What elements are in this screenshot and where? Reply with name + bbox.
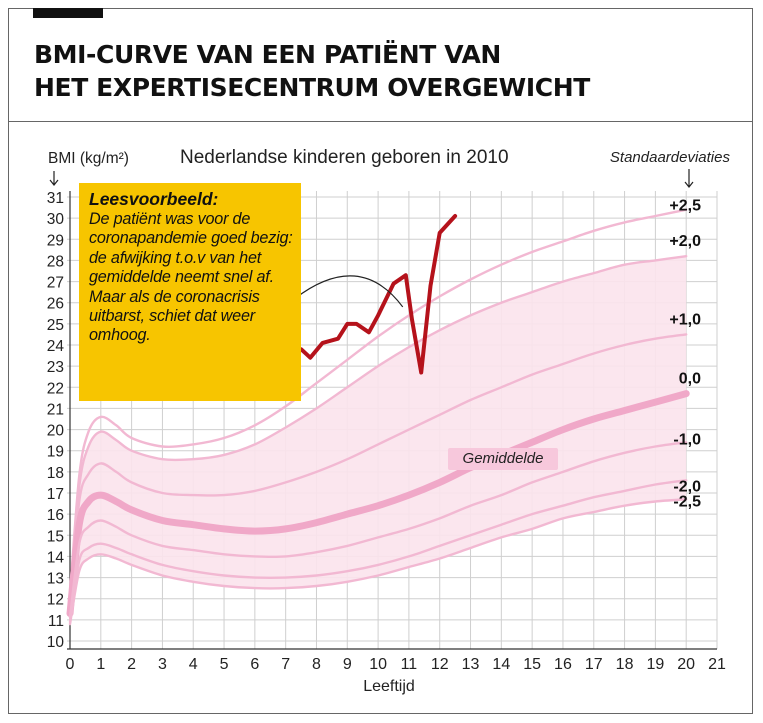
reference-curves: +2,5 +2,0 +1,0 0,0 -1,0 -2,0-2,5	[66, 198, 701, 626]
y-tick-label: 30	[47, 211, 65, 228]
y-tick-label: 11	[48, 613, 64, 630]
y-tick-label: 13	[47, 571, 64, 588]
y-tick-label: 18	[47, 465, 64, 482]
x-tick-label: 18	[616, 656, 634, 673]
y-tick-label: 27	[47, 275, 64, 292]
y-axis-label: BMI (kg/m²)	[48, 150, 129, 167]
sd-curve	[68, 333, 688, 609]
sd-label: -2,5	[673, 493, 701, 510]
title-line-2: HET EXPERTISECENTRUM OVERGEWICHT	[34, 73, 590, 102]
y-tick-label: 28	[47, 253, 64, 270]
x-tick-label: 0	[66, 656, 75, 673]
sd-curve	[68, 208, 688, 596]
y-tick-label: 17	[47, 486, 64, 503]
sd-curve	[68, 255, 688, 600]
title-line-1: BMI-CURVE VAN EEN PATIËNT VAN	[34, 40, 501, 69]
y-tick-label: 20	[47, 423, 65, 440]
x-tick-label: 2	[127, 656, 136, 673]
y-tick-label: 24	[47, 338, 65, 355]
chart-text: Nederlandse kinderen geboren in 2010 BMI…	[48, 147, 730, 695]
y-tick-label: 31	[47, 190, 64, 207]
page-title: BMI-CURVE VAN EEN PATIËNT VAN HET EXPERT…	[34, 38, 734, 104]
x-tick-label: 15	[523, 656, 541, 673]
x-tick-label: 10	[369, 656, 387, 673]
x-tick-label: 13	[462, 656, 480, 673]
x-tick-label: 19	[646, 656, 664, 673]
top-accent-bar	[33, 8, 103, 18]
x-tick-label: 6	[250, 656, 259, 673]
x-tick-label: 8	[312, 656, 321, 673]
sd-curve	[68, 479, 688, 624]
x-tick-label: 3	[158, 656, 167, 673]
x-tick-label: 12	[431, 656, 449, 673]
sd-label: +2,0	[669, 233, 701, 250]
y-axis-arrow	[49, 171, 59, 186]
x-tick-label: 4	[189, 656, 198, 673]
x-tick-label: 11	[401, 656, 418, 673]
y-tick-label: 14	[47, 549, 65, 566]
chart-subtitle: Nederlandse kinderen geboren in 2010	[180, 147, 509, 168]
sd-label: -2,0	[673, 478, 701, 495]
mean-label-background	[448, 448, 558, 470]
y-tick-label: 15	[47, 528, 64, 545]
mean-label: Gemiddelde	[463, 450, 544, 467]
reading-example-callout: Leesvoorbeeld: De patiënt was voor de co…	[79, 183, 301, 401]
sd-axis-label: Standaardeviaties	[610, 149, 731, 166]
y-tick-label: 29	[47, 232, 64, 249]
y-tick-label: 26	[47, 296, 64, 313]
sd-label: +2,5	[669, 198, 701, 215]
x-tick-label: 5	[220, 656, 229, 673]
x-tick-label: 21	[708, 656, 726, 673]
x-tick-label: 16	[554, 656, 572, 673]
x-tick-label: 7	[281, 656, 290, 673]
y-tick-label: 10	[47, 634, 65, 651]
chart-frame	[8, 8, 753, 714]
y-tick-label: 19	[47, 444, 64, 461]
y-tick-label: 23	[47, 359, 64, 376]
callout-heading: Leesvoorbeeld:	[89, 189, 219, 209]
y-tick-label: 22	[47, 380, 64, 397]
sd-curve	[68, 441, 688, 619]
y-tick-label: 21	[47, 401, 64, 418]
x-tick-label: 1	[96, 656, 105, 673]
annotation-arrow	[294, 275, 404, 308]
y-tick-label: 25	[47, 317, 64, 334]
x-tick-label: 14	[492, 656, 510, 673]
sd-label: -1,0	[673, 431, 701, 448]
x-tick-label: 17	[585, 656, 603, 673]
x-axis-label: Leeftijd	[363, 678, 415, 695]
callout-text: De patiënt was voor de coronapandemie go…	[89, 210, 293, 345]
y-tick-label: 12	[47, 592, 64, 609]
title-box	[8, 8, 753, 122]
patient-bmi-line	[286, 214, 458, 375]
y-tick-label: 16	[47, 507, 64, 524]
sd-curve	[68, 498, 688, 626]
sd-curve	[66, 390, 690, 617]
patient-series	[286, 214, 458, 375]
sd-label: 0,0	[679, 371, 701, 388]
x-tick-label: 9	[343, 656, 352, 673]
x-tick-label: 20	[677, 656, 695, 673]
sd-label: +1,0	[669, 311, 701, 328]
sd-axis-arrow	[684, 169, 694, 188]
